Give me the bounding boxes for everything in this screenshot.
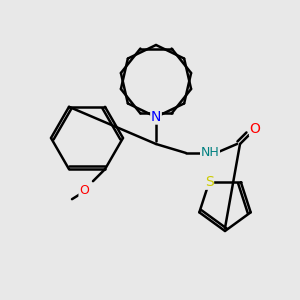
Text: O: O (79, 184, 89, 197)
Text: S: S (205, 175, 214, 189)
Text: O: O (250, 122, 260, 136)
Text: NH: NH (201, 146, 219, 160)
Text: N: N (151, 110, 161, 124)
